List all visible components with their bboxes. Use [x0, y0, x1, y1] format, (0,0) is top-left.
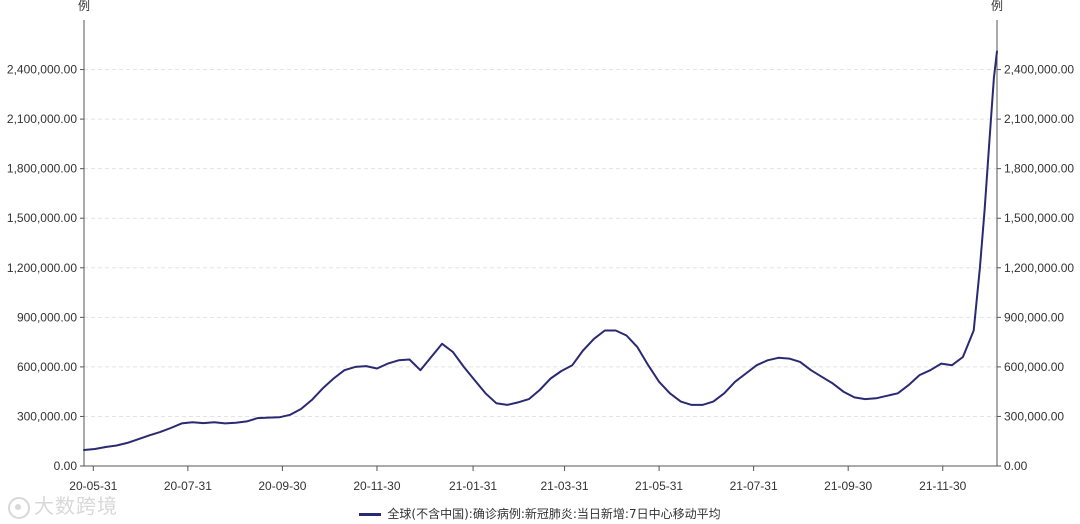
- y-tick-label-right: 1,800,000.00: [1004, 162, 1074, 176]
- x-tick-label: 21-09-30: [824, 479, 872, 493]
- x-tick-label: 21-07-31: [730, 479, 778, 493]
- y-tick-label-right: 600,000.00: [1004, 360, 1064, 374]
- x-tick-label: 20-11-30: [353, 479, 400, 493]
- watermark-logo-icon: [8, 496, 30, 519]
- y-tick-label-right: 0.00: [1004, 459, 1028, 473]
- y-axis-right-unit: 例: [991, 0, 1003, 13]
- y-tick-label-left: 2,400,000.00: [7, 63, 77, 77]
- gridlines: [84, 69, 997, 417]
- y-tick-label-right: 2,400,000.00: [1004, 63, 1074, 77]
- y-tick-label-left: 2,100,000.00: [7, 112, 77, 126]
- y-axis-right-ticks: 0.00 300,000.00 600,000.00 900,000.00 1,200,…: [997, 63, 1074, 473]
- y-tick-label-left: 0.00: [54, 459, 78, 473]
- x-tick-label: 21-01-31: [449, 479, 497, 493]
- x-axis-ticks: 20-05-31 20-07-31 20-09-30 20-11-30 21-01-31…: [69, 466, 967, 493]
- watermark: 大数跨境: [8, 490, 118, 519]
- y-tick-label-left: 1,200,000.00: [7, 261, 77, 275]
- legend[interactable]: 全球(不含中国):确诊病例:新冠肺炎:当日新增:7日中心移动平均: [0, 505, 1080, 522]
- y-axis-left-ticks: 0.00 300,000.00 600,000.00 900,000.00 1,200,…: [7, 63, 84, 473]
- y-tick-label-right: 300,000.00: [1004, 409, 1064, 423]
- y-tick-label-left: 900,000.00: [17, 310, 77, 324]
- watermark-text: 大数跨境: [34, 494, 118, 518]
- y-axis-left-unit: 例: [78, 0, 90, 13]
- x-tick-label: 20-07-31: [164, 479, 212, 493]
- y-tick-label-right: 1,200,000.00: [1004, 261, 1074, 275]
- axes: [83, 20, 998, 467]
- x-tick-label: 20-09-30: [258, 479, 306, 493]
- y-tick-label-left: 600,000.00: [17, 360, 77, 374]
- x-tick-label: 21-11-30: [919, 479, 966, 493]
- series-layer: [83, 50, 998, 451]
- legend-label: 全球(不含中国):确诊病例:新冠肺炎:当日新增:7日中心移动平均: [387, 507, 721, 521]
- y-tick-label-left: 1,500,000.00: [7, 211, 77, 225]
- x-tick-label: 21-03-31: [541, 479, 589, 493]
- y-tick-label-right: 1,500,000.00: [1004, 211, 1074, 225]
- y-tick-label-right: 2,100,000.00: [1004, 112, 1074, 126]
- y-tick-label-right: 900,000.00: [1004, 310, 1064, 324]
- x-tick-label: 20-05-31: [69, 479, 117, 493]
- y-tick-label-left: 300,000.00: [17, 409, 77, 423]
- series-line: [83, 50, 998, 451]
- legend-swatch: [359, 513, 382, 516]
- y-tick-label-left: 1,800,000.00: [7, 162, 77, 176]
- x-tick-label: 21-05-31: [635, 479, 683, 493]
